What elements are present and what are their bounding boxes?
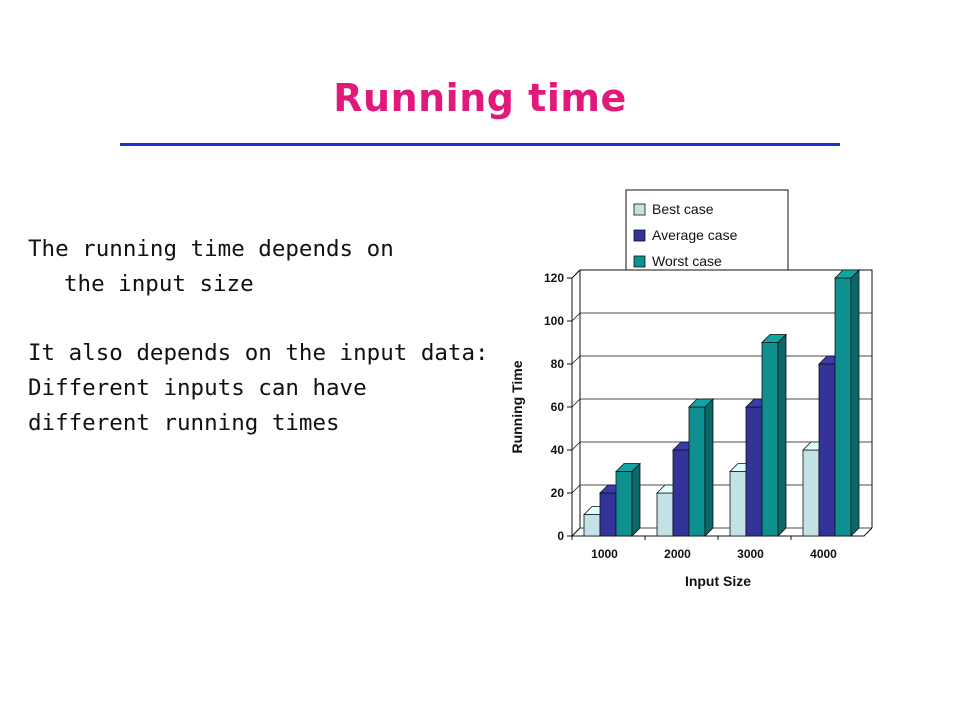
legend-swatch [633,255,646,268]
bar-top [834,269,860,279]
bar-front [688,406,706,537]
bar-side [704,398,714,537]
bar-side [850,269,860,537]
bar-front [583,514,601,537]
bar-front [729,471,747,537]
y-tick-label: 120 [544,271,564,285]
text-line: the input size [64,271,254,297]
x-axis-label: Input Size [685,573,751,589]
text-line: It also depends on the input data: [28,340,489,366]
bar-front [615,471,633,537]
bar-front [818,363,836,537]
bar-front [802,449,820,537]
y-gridline-diag [571,398,581,408]
y-tick-label: 20 [551,486,565,500]
bar-front [672,449,690,537]
legend-box [625,189,789,271]
y-tick-label: 80 [551,357,565,371]
x-tick-label: 1000 [591,547,618,561]
bar-front [761,342,779,537]
text-line: different running times [28,410,340,436]
legend-label: Best case [652,201,714,217]
legend-swatch [633,203,646,216]
y-gridline-diag [571,269,581,279]
y-gridline-diag [571,312,581,322]
y-gridline-diag [571,441,581,451]
y-tick-label: 60 [551,400,565,414]
bar-side [777,333,787,537]
y-tick-label: 100 [544,314,564,328]
y-gridline-diag [571,355,581,365]
x-tick-label: 3000 [737,547,764,561]
y-gridline-diag [571,527,581,537]
title-underline [120,143,840,146]
y-tick-label: 40 [551,443,565,457]
y-tick-label: 0 [557,529,564,543]
bar-top [761,334,787,343]
bar-front [599,492,617,537]
slide-body: The running time depends on the input si… [28,232,498,441]
bar-side [631,462,641,537]
bar-front [834,277,852,537]
bar-front [656,492,674,537]
running-time-chart: Best case Average case Worst case 0 20 40 60 8… [509,189,873,589]
legend-swatch [633,229,646,242]
y-gridline-diag [571,484,581,494]
x-tick-label: 2000 [664,547,691,561]
legend-label: Worst case [652,253,722,269]
bar-front [745,406,763,537]
x-tick-label: 4000 [810,547,837,561]
bar-top [688,398,714,408]
text-line: The running time depends on [28,236,394,262]
text-line: Different inputs can have [28,375,367,401]
chart-plot-area: 0 20 40 60 80 100 120 1000 2000 3000 4000 [544,269,873,561]
legend-label: Average case [652,227,738,243]
y-axis-label: Running Time [509,360,525,453]
slide-title: Running time [333,76,627,120]
chart-legend: Best case Average case Worst case [625,189,789,271]
bar-top [615,463,641,472]
